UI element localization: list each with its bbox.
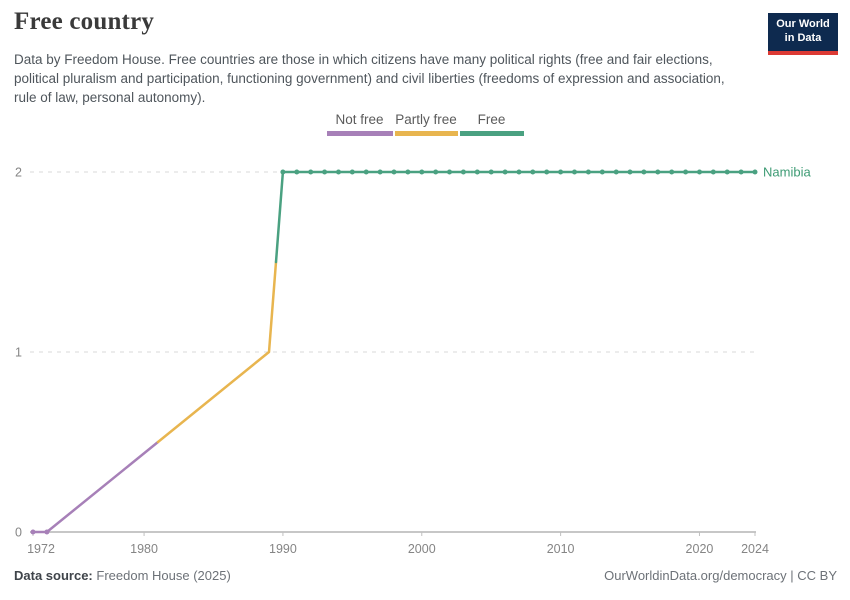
x-tick-label: 1980 bbox=[130, 542, 158, 556]
data-point[interactable] bbox=[544, 169, 550, 175]
data-point[interactable] bbox=[308, 169, 314, 175]
owid-logo[interactable]: Our World in Data bbox=[768, 13, 838, 55]
data-point[interactable] bbox=[738, 169, 744, 175]
data-source: Data source: Freedom House (2025) bbox=[14, 568, 231, 583]
line-chart[interactable]: 0 1 2 1972 1980 1990 2000 2010 2020 2024 Namibia bbox=[0, 150, 850, 562]
data-point[interactable] bbox=[447, 169, 452, 175]
owid-logo-text: Our World in Data bbox=[768, 18, 838, 51]
x-tick-label: 2010 bbox=[547, 542, 575, 556]
data-point[interactable] bbox=[280, 169, 286, 175]
data-point[interactable] bbox=[697, 169, 702, 175]
data-point[interactable] bbox=[488, 169, 494, 175]
data-point[interactable] bbox=[669, 169, 675, 175]
data-point[interactable] bbox=[655, 169, 661, 175]
legend-item-partly-free[interactable]: Partly free bbox=[394, 112, 458, 136]
line-segment-free bbox=[274, 170, 757, 264]
owid-logo-line1: Our World bbox=[776, 18, 830, 30]
data-point[interactable] bbox=[502, 169, 508, 175]
data-point[interactable] bbox=[405, 169, 411, 175]
data-point[interactable] bbox=[683, 169, 689, 175]
legend-swatch bbox=[394, 131, 458, 136]
data-point[interactable] bbox=[516, 169, 522, 175]
legend-label: Free bbox=[477, 112, 506, 127]
owid-logo-line2: in Data bbox=[784, 31, 822, 44]
legend-label: Partly free bbox=[395, 112, 457, 127]
data-point[interactable] bbox=[460, 169, 466, 175]
data-point[interactable] bbox=[474, 169, 480, 175]
x-tick-label: 1972 bbox=[27, 542, 55, 556]
data-point[interactable] bbox=[336, 169, 341, 175]
page-title: Free country bbox=[14, 8, 155, 35]
logo-red-bar bbox=[768, 50, 838, 55]
y-tick-label: 2 bbox=[15, 166, 22, 180]
data-point[interactable] bbox=[391, 169, 397, 175]
data-point[interactable] bbox=[349, 169, 355, 175]
line-segment-partly-free bbox=[156, 260, 278, 444]
x-tick-label: 2000 bbox=[408, 542, 436, 556]
data-point[interactable] bbox=[294, 169, 300, 175]
data-point[interactable] bbox=[613, 169, 619, 175]
y-tick-label: 0 bbox=[15, 526, 22, 540]
x-tick-label: 2020 bbox=[686, 542, 714, 556]
legend-swatch bbox=[459, 131, 524, 136]
series-label-namibia[interactable]: Namibia bbox=[763, 165, 811, 180]
data-point[interactable] bbox=[363, 169, 369, 175]
data-point[interactable] bbox=[433, 169, 439, 175]
legend-label: Not free bbox=[335, 112, 384, 127]
data-point[interactable] bbox=[710, 169, 716, 175]
x-tick-label: 1990 bbox=[269, 542, 297, 556]
chart-subtitle: Data by Freedom House. Free countries ar… bbox=[14, 52, 725, 105]
data-point[interactable] bbox=[419, 169, 425, 175]
data-point[interactable] bbox=[30, 529, 36, 535]
footer-link[interactable]: OurWorldinData.org/democracy | CC BY bbox=[604, 568, 837, 583]
y-tick-label: 1 bbox=[15, 346, 22, 360]
line-segment-not-free bbox=[31, 440, 160, 534]
x-tick-label: 2024 bbox=[741, 542, 769, 556]
data-point[interactable] bbox=[530, 169, 536, 175]
data-point[interactable] bbox=[641, 169, 647, 175]
data-point[interactable] bbox=[752, 169, 758, 175]
legend-item-free[interactable]: Free bbox=[459, 112, 524, 136]
legend-swatch bbox=[326, 131, 393, 136]
data-point[interactable] bbox=[377, 169, 383, 175]
data-source-value: Freedom House (2025) bbox=[96, 568, 231, 583]
data-point[interactable] bbox=[599, 169, 605, 175]
data-point[interactable] bbox=[558, 169, 564, 175]
chart-footer: Data source: Freedom House (2025) OurWor… bbox=[14, 568, 837, 583]
chart-legend: Not free Partly free Free bbox=[0, 112, 850, 136]
legend-item-not-free[interactable]: Not free bbox=[326, 112, 393, 136]
data-point[interactable] bbox=[572, 169, 577, 175]
data-point[interactable] bbox=[322, 169, 328, 175]
data-point[interactable] bbox=[724, 169, 730, 175]
data-point[interactable] bbox=[627, 169, 633, 175]
data-point[interactable] bbox=[44, 529, 50, 535]
data-point[interactable] bbox=[585, 169, 591, 175]
data-source-label: Data source: bbox=[14, 568, 93, 583]
